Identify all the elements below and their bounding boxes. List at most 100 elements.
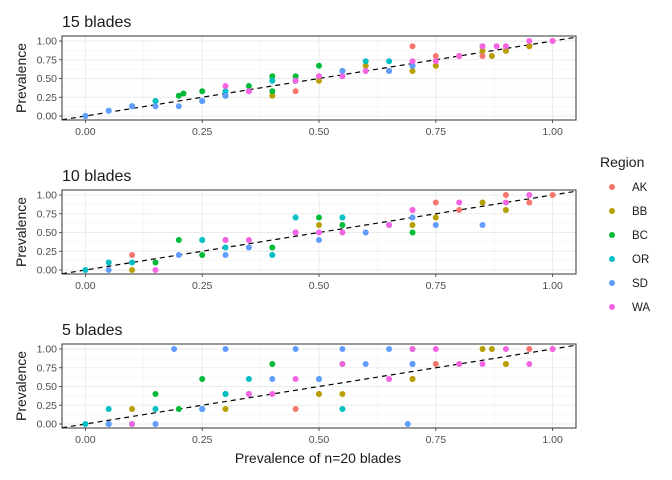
data-point bbox=[526, 38, 533, 44]
data-point bbox=[479, 199, 486, 206]
data-point bbox=[456, 199, 463, 206]
panel-border bbox=[61, 35, 577, 121]
data-point bbox=[180, 90, 187, 97]
data-point bbox=[316, 237, 322, 243]
series-BC bbox=[152, 214, 416, 266]
data-point bbox=[152, 421, 159, 427]
identity-reference-line bbox=[62, 190, 576, 274]
data-point bbox=[409, 58, 416, 65]
data-point bbox=[222, 406, 229, 412]
data-point bbox=[456, 361, 463, 367]
series-AK bbox=[292, 346, 556, 412]
data-point bbox=[502, 47, 509, 54]
series-WA bbox=[222, 38, 556, 95]
data-point bbox=[175, 92, 182, 99]
data-point bbox=[152, 259, 159, 266]
data-point bbox=[269, 391, 276, 397]
data-point bbox=[386, 376, 393, 382]
y-tick-label: 0.50 bbox=[37, 73, 58, 85]
data-point bbox=[245, 391, 252, 397]
y-axis-label: Prevalence bbox=[13, 197, 29, 267]
legend-item-WA: WA bbox=[609, 302, 650, 314]
data-point bbox=[409, 346, 416, 352]
data-point bbox=[479, 53, 486, 59]
data-point bbox=[339, 346, 346, 352]
data-point bbox=[386, 346, 393, 352]
data-point bbox=[502, 361, 509, 367]
x-tick-label: 0.50 bbox=[309, 126, 330, 138]
data-point bbox=[432, 361, 439, 367]
y-tick-label: 1.00 bbox=[37, 36, 58, 48]
data-point bbox=[292, 229, 299, 236]
series-SD bbox=[105, 346, 416, 427]
data-point bbox=[479, 43, 486, 50]
data-point bbox=[199, 406, 206, 412]
data-point bbox=[292, 214, 299, 221]
data-point bbox=[245, 376, 252, 382]
data-point bbox=[152, 98, 159, 104]
data-point bbox=[199, 88, 206, 95]
panel-title: 5 blades bbox=[62, 322, 123, 339]
legend-item-AK: AK bbox=[609, 182, 648, 194]
data-point bbox=[269, 361, 276, 367]
data-point bbox=[222, 237, 229, 243]
y-axis-label: Prevalence bbox=[13, 351, 29, 421]
data-point bbox=[269, 92, 276, 99]
data-point bbox=[339, 222, 346, 228]
data-point bbox=[339, 406, 346, 412]
legend: Region AK BB BC OR SD WA bbox=[600, 154, 650, 314]
data-point bbox=[432, 199, 439, 206]
data-point bbox=[129, 421, 136, 427]
data-point bbox=[222, 346, 229, 352]
data-point bbox=[292, 376, 299, 382]
y-tick-label: 0.25 bbox=[37, 92, 58, 104]
x-tick-label: 0.25 bbox=[192, 126, 213, 138]
x-tick-label: 0.50 bbox=[309, 280, 330, 292]
panels-group: 15 blades Prevalence 0.00 0.00 0.25 0.25 0.50 0… bbox=[13, 14, 577, 446]
series-WA bbox=[129, 346, 556, 427]
data-point bbox=[316, 222, 322, 228]
data-point bbox=[409, 68, 416, 74]
data-point bbox=[502, 192, 509, 198]
data-point bbox=[105, 107, 112, 114]
panel-border bbox=[61, 343, 577, 429]
legend-key bbox=[609, 208, 615, 214]
data-point bbox=[129, 252, 136, 258]
data-point bbox=[245, 88, 252, 95]
data-point bbox=[222, 83, 229, 89]
data-point bbox=[362, 361, 369, 367]
data-point bbox=[105, 421, 112, 427]
data-point bbox=[502, 199, 509, 206]
data-point bbox=[479, 47, 486, 54]
legend-key bbox=[609, 304, 615, 310]
legend-label: BC bbox=[632, 230, 648, 242]
series-WA bbox=[152, 192, 533, 273]
legend-title: Region bbox=[600, 154, 644, 170]
data-point bbox=[269, 376, 276, 382]
data-point bbox=[175, 103, 182, 110]
data-point bbox=[409, 361, 416, 367]
y-tick-label: 0.50 bbox=[37, 227, 58, 239]
panel-title: 15 blades bbox=[62, 14, 131, 31]
legend-item-SD: SD bbox=[609, 278, 648, 290]
legend-item-BC: BC bbox=[609, 230, 648, 242]
legend-label: WA bbox=[632, 302, 650, 314]
data-point bbox=[362, 68, 369, 74]
data-point bbox=[526, 346, 533, 352]
data-point bbox=[129, 267, 136, 273]
legend-label: BB bbox=[632, 206, 648, 218]
data-point bbox=[82, 267, 89, 273]
data-point bbox=[152, 103, 159, 110]
data-point bbox=[292, 77, 299, 84]
data-point bbox=[432, 62, 439, 69]
data-point bbox=[199, 237, 206, 243]
data-point bbox=[222, 92, 229, 99]
panel-1: 15 blades Prevalence 0.00 0.00 0.25 0.25 0.50 0… bbox=[13, 14, 577, 138]
data-point bbox=[316, 214, 322, 221]
data-point bbox=[316, 376, 322, 382]
x-tick-label: 0.75 bbox=[426, 280, 447, 292]
data-point bbox=[82, 421, 89, 427]
data-point bbox=[316, 391, 322, 397]
data-point bbox=[316, 73, 322, 80]
